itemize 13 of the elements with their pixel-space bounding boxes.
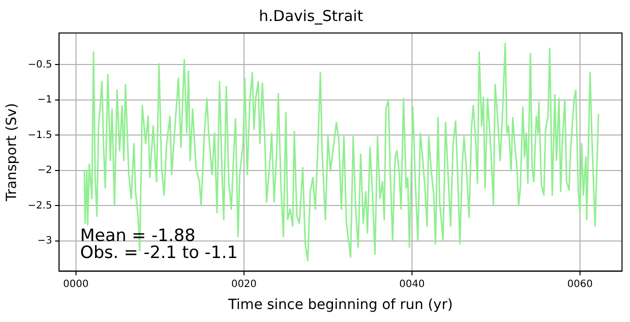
- chart-title: h.Davis_Strait: [258, 6, 364, 25]
- x-tick-label: 0000: [63, 278, 89, 290]
- x-axis-title: Time since beginning of run (yr): [227, 297, 453, 314]
- y-tick-label: −3: [37, 235, 52, 246]
- y-tick-label: −2.5: [28, 200, 52, 212]
- x-tick-label: 0060: [567, 278, 593, 290]
- y-tick-label: −0.5: [28, 59, 52, 70]
- y-tick-label: −1.5: [28, 130, 52, 141]
- y-tick-label: −2: [37, 165, 52, 176]
- x-tick-label: 0020: [231, 278, 257, 290]
- y-tick-label: −1: [37, 94, 52, 106]
- x-tick-label: 0040: [399, 278, 425, 290]
- y-axis-title: Transport (Sv): [4, 102, 20, 202]
